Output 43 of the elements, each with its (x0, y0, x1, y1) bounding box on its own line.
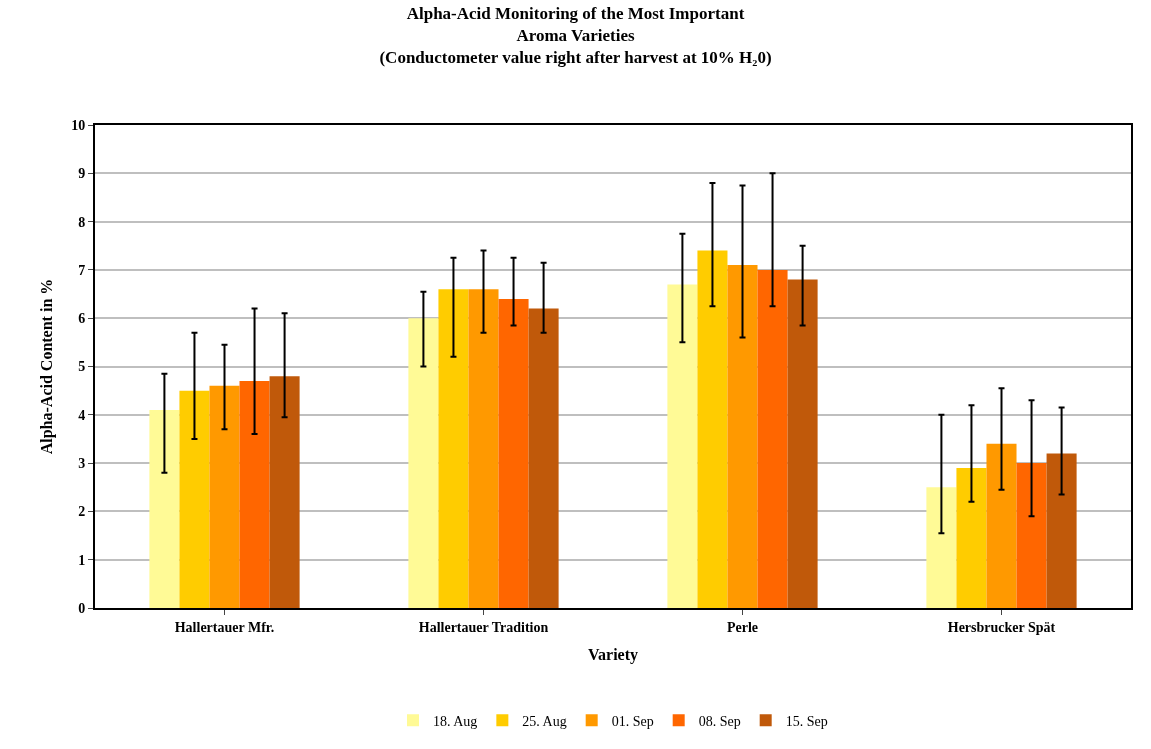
y-tick-label: 8 (78, 214, 86, 230)
y-tick-label: 0 (78, 600, 86, 616)
bar (149, 409, 180, 608)
y-tick-label: 10 (71, 117, 86, 133)
bar (956, 467, 987, 608)
legend-label: 18. Aug (433, 713, 478, 729)
x-tick-label: Hallertauer Mfr. (174, 619, 275, 635)
y-tick-label: 7 (78, 262, 86, 278)
bar (239, 380, 270, 608)
bar (986, 443, 1017, 608)
y-axis-title: Alpha-Acid Content in % (37, 278, 56, 455)
y-tick-label: 2 (78, 504, 86, 520)
chart-title: Alpha-Acid Monitoring of the Most Important Aroma Varieties (Conductometer value right after harvest at 10% H₂0) (379, 3, 772, 67)
legend-label: 01. Sep (611, 713, 654, 729)
x-tick-label: Hersbrucker Spät (947, 619, 1056, 635)
bar (787, 279, 818, 608)
x-tick-label: Perle (726, 619, 759, 635)
bar (438, 289, 469, 608)
x-axis-title: Variety (587, 646, 639, 664)
bar (408, 318, 439, 608)
bar (697, 250, 728, 608)
bar (498, 298, 529, 608)
legend-label: 08. Sep (698, 713, 741, 729)
bar (757, 269, 788, 608)
y-tick-label: 1 (78, 552, 86, 568)
x-tick-label: Hallertauer Tradition (418, 619, 549, 635)
bar (926, 487, 957, 608)
bar (727, 265, 758, 608)
y-tick-label: 4 (78, 407, 86, 423)
y-tick-label: 3 (78, 456, 86, 471)
bar (1016, 463, 1047, 608)
bar (179, 390, 210, 608)
bar (468, 289, 499, 608)
y-tick-label: 6 (78, 311, 86, 327)
y-tick-label: 9 (78, 166, 86, 182)
y-tick-label: 5 (78, 359, 86, 375)
bar (1046, 453, 1077, 608)
legend-label: 15. Sep (785, 713, 828, 729)
bar (209, 385, 240, 608)
legend-label: 25. Aug (522, 713, 567, 729)
bar (667, 284, 698, 608)
bar (528, 308, 559, 608)
bar (269, 376, 300, 608)
